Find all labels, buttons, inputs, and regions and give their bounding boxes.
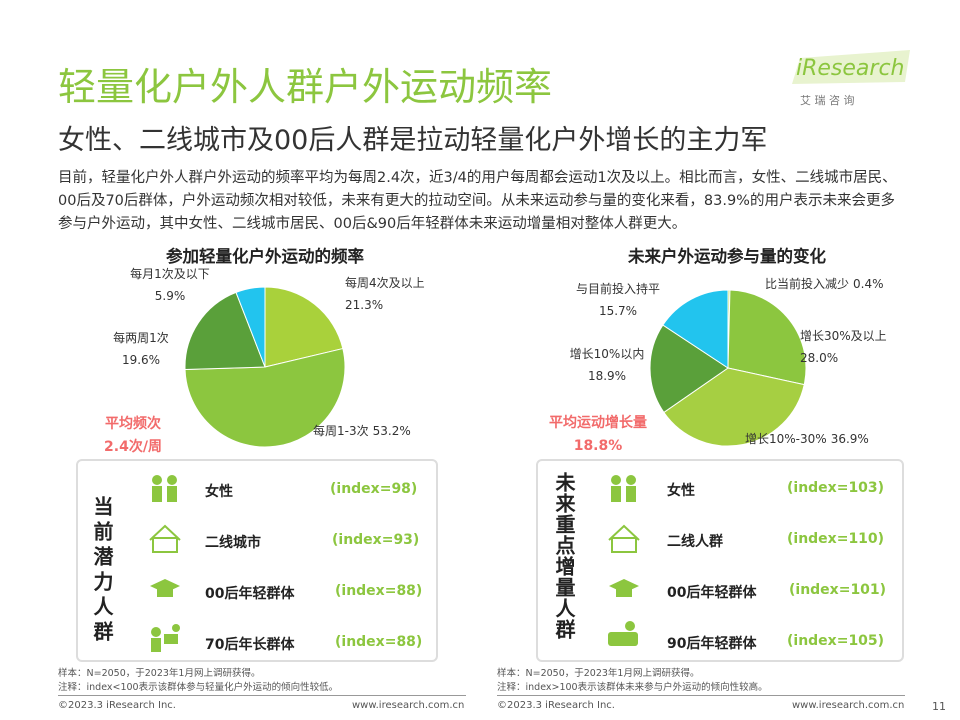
row-index: (index=93) xyxy=(332,532,420,548)
slice-value: 36.9% xyxy=(831,432,869,446)
logo: iResearch xyxy=(796,56,905,81)
icon xyxy=(608,524,640,553)
slice-category: 每周1-3次 xyxy=(313,423,369,438)
row-index: (index=105) xyxy=(787,633,885,649)
note: 样本：N=2050，于2023年1月网上调研获得。 xyxy=(497,668,700,679)
icon xyxy=(150,579,180,597)
annotation: 2.4次/周 xyxy=(104,438,162,455)
row-name: 女性 xyxy=(667,483,695,499)
slice-label: 增长10%-30% 36.9% xyxy=(745,432,869,446)
row-name: 二线人群 xyxy=(667,534,723,550)
pie-slice xyxy=(264,286,344,368)
logo-shape xyxy=(792,50,910,84)
slice-value: 5.9% xyxy=(155,289,186,303)
slice-category: 增长10%以内 xyxy=(570,347,645,361)
row-name: 90后年轻群体 xyxy=(667,636,757,652)
slice-label: 每周1-3次 53.2% xyxy=(313,423,411,438)
row-name: 70后年长群体 xyxy=(205,637,295,653)
slice-value: 18.9% xyxy=(588,369,626,383)
row-index: (index=110) xyxy=(787,531,885,547)
pie-slice xyxy=(184,291,266,371)
rule xyxy=(58,695,466,696)
logo-sub: 艾 瑞 咨 询 xyxy=(800,94,855,107)
note: 样本：N=2050，于2023年1月网上调研获得。 xyxy=(58,668,261,679)
icon xyxy=(151,624,180,652)
pie-slice xyxy=(663,367,805,447)
icon xyxy=(611,475,636,502)
copyright: ©2023.3 iResearch Inc. xyxy=(497,700,615,711)
annotation: 平均运动增长量 xyxy=(549,414,647,431)
pie-slice xyxy=(727,289,807,386)
row-name: 女性 xyxy=(205,484,233,500)
icon xyxy=(149,524,181,553)
slice-value: 19.6% xyxy=(122,353,160,367)
pie-slice xyxy=(649,324,729,414)
pie-slice xyxy=(235,286,266,368)
url: www.iresearch.com.cn xyxy=(352,700,465,711)
slice-category: 增长10%-30% xyxy=(745,432,827,446)
row-index: (index=88) xyxy=(335,583,423,599)
icons xyxy=(149,475,640,652)
slice-category: 每两周1次 xyxy=(113,330,169,345)
annotation: 18.8% xyxy=(574,438,623,454)
panel-box xyxy=(76,459,438,662)
slice-value: 28.0% xyxy=(800,351,838,365)
row-index: (index=88) xyxy=(335,634,423,650)
slice-category: 与目前投入持平 xyxy=(576,281,660,296)
copyright: ©2023.3 iResearch Inc. xyxy=(58,700,176,711)
row-index: (index=101) xyxy=(789,582,887,598)
page-number: 11 xyxy=(932,700,946,713)
slice-category: 每月1次及以下 xyxy=(130,266,210,281)
paragraph: 目前，轻量化户外人群户外运动的频率平均为每周2.4次，近3/4的用户每周都会运动… xyxy=(58,170,897,232)
slice-category: 增长30%及以上 xyxy=(800,329,887,343)
icon xyxy=(609,579,639,597)
url: www.iresearch.com.cn xyxy=(792,700,905,711)
pie-slice xyxy=(184,347,346,448)
rule xyxy=(497,695,905,696)
icon xyxy=(608,621,638,646)
slice-value: 21.3% xyxy=(345,298,383,312)
note: 注释：index<100表示该群体参与轻量化户外运动的倾向性较低。 xyxy=(58,682,339,693)
panel-heading: 当前潜力人群 xyxy=(90,496,114,646)
panel-box xyxy=(536,459,904,662)
row-name: 二线城市 xyxy=(205,535,261,551)
annotation: 平均频次 xyxy=(105,415,161,432)
title: 轻量化户外人群户外运动频率 xyxy=(58,65,553,109)
row-index: (index=98) xyxy=(330,481,418,497)
chart-title: 未来户外运动参与量的变化 xyxy=(628,246,827,266)
slice-value: 15.7% xyxy=(599,304,637,318)
slice-value: 0.4% xyxy=(853,277,884,291)
slice-label: 比当前投入减少 0.4% xyxy=(765,276,884,291)
panel-heading: 未来重点增量人群 xyxy=(552,472,576,640)
row-name: 00后年轻群体 xyxy=(667,585,757,601)
slice-value: 53.2% xyxy=(373,424,411,438)
subtitle: 女性、二线城市及00后人群是拉动轻量化户外增长的主力军 xyxy=(58,125,768,156)
note: 注释：index>100表示该群体未来参与户外运动的倾向性较高。 xyxy=(497,682,768,693)
row-index: (index=103) xyxy=(787,480,885,496)
icon xyxy=(152,475,177,502)
row-name: 00后年轻群体 xyxy=(205,586,295,602)
slice-category: 每周4次及以上 xyxy=(345,275,425,290)
slice-category: 比当前投入减少 xyxy=(765,276,849,291)
chart-title: 参加轻量化户外运动的频率 xyxy=(166,246,364,266)
pie-slice xyxy=(662,289,729,369)
